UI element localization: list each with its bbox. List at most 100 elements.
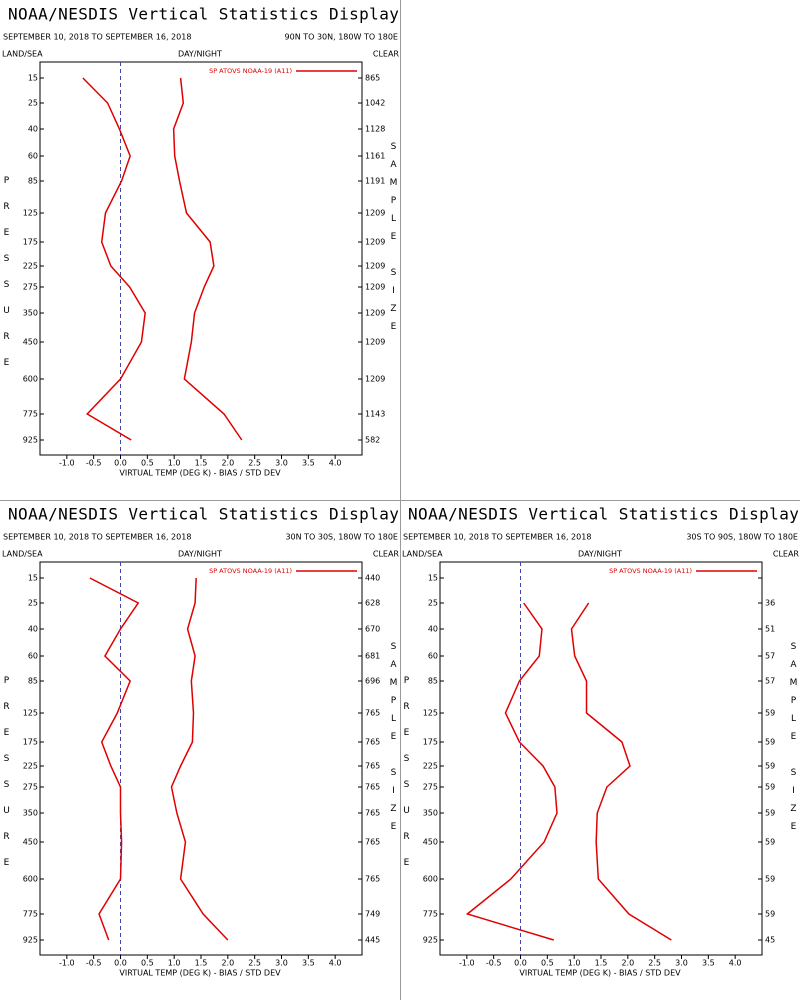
- x-tick-label: -1.0: [459, 959, 475, 968]
- clear: CLEAR: [773, 550, 800, 559]
- x-tick-label: 1.0: [168, 959, 181, 968]
- pressure-label: 125: [423, 709, 438, 718]
- pressure-label: 450: [23, 838, 38, 847]
- pressure-label: 225: [423, 762, 438, 771]
- sample-size: 1209: [365, 238, 385, 247]
- pressure-label: 175: [23, 238, 38, 247]
- x-tick-label: 0.0: [514, 959, 527, 968]
- panel-title: NOAA/NESDIS Vertical Statistics Display: [408, 505, 799, 524]
- x-tick-label: 3.5: [302, 959, 315, 968]
- land-sea: LAND/SEA: [2, 550, 43, 559]
- sample-size: 445: [365, 936, 380, 945]
- pressure-label: 925: [23, 436, 38, 445]
- sample-size: 440: [365, 574, 380, 583]
- pressure-label: 40: [428, 625, 438, 634]
- pressure-label: 25: [428, 599, 438, 608]
- sample-size: 1209: [365, 375, 385, 384]
- pressure-label: 350: [23, 309, 38, 318]
- date-range: SEPTEMBER 10, 2018 TO SEPTEMBER 16, 2018: [3, 33, 191, 42]
- x-axis-label: VIRTUAL TEMP (DEG K) - BIAS / STD DEV: [519, 969, 681, 978]
- pressure-label: 25: [28, 599, 38, 608]
- pressure-label: 225: [23, 262, 38, 271]
- sample-size: 1143: [365, 410, 385, 419]
- x-tick-label: 1.0: [568, 959, 581, 968]
- pressure-label: 600: [423, 875, 438, 884]
- clear: CLEAR: [373, 50, 400, 59]
- pressure-label: 85: [28, 677, 38, 686]
- sample-size: 1042: [365, 99, 385, 108]
- x-axis-label: VIRTUAL TEMP (DEG K) - BIAS / STD DEV: [119, 469, 281, 478]
- sample-size: 57: [765, 677, 775, 686]
- sample-size: 765: [365, 762, 380, 771]
- day-night: DAY/NIGHT: [178, 50, 222, 59]
- pressure-label: 15: [28, 574, 38, 583]
- pressure-label: 350: [23, 809, 38, 818]
- pressure-label: 85: [28, 177, 38, 186]
- pressure-label: 275: [423, 783, 438, 792]
- pressure-label: 350: [423, 809, 438, 818]
- pressure-label: 225: [23, 762, 38, 771]
- sample-size: 865: [365, 74, 380, 83]
- x-tick-label: 3.5: [302, 459, 315, 468]
- pressure-label: 125: [23, 709, 38, 718]
- x-tick-label: -1.0: [59, 459, 75, 468]
- region: 30S TO 90S, 180W TO 180E: [686, 533, 798, 542]
- sample-size: 36: [765, 599, 775, 608]
- pressure-label: 450: [23, 338, 38, 347]
- pressure-label: 60: [428, 652, 438, 661]
- x-tick-label: 2.5: [248, 459, 261, 468]
- x-tick-label: 2.0: [221, 459, 234, 468]
- clear: CLEAR: [373, 550, 400, 559]
- pressure-label: 600: [23, 375, 38, 384]
- x-tick-label: 3.0: [275, 959, 288, 968]
- pressure-label: 600: [23, 875, 38, 884]
- pressure-label: 175: [423, 738, 438, 747]
- sample-size: 582: [365, 436, 380, 445]
- pressure-label: 25: [28, 99, 38, 108]
- x-tick-label: 4.0: [329, 459, 342, 468]
- pressure-label: 775: [423, 910, 438, 919]
- panel-title: NOAA/NESDIS Vertical Statistics Display: [8, 5, 399, 24]
- sample-size: 59: [765, 709, 775, 718]
- pressure-label: 85: [428, 677, 438, 686]
- sample-size: 1209: [365, 262, 385, 271]
- pressure-label: 775: [23, 410, 38, 419]
- std-dev-line: [170, 577, 229, 941]
- x-tick-label: 4.0: [729, 959, 742, 968]
- sample-size: 765: [365, 809, 380, 818]
- x-tick-label: -0.5: [86, 959, 102, 968]
- legend-label: SP ATOVS NOAA-19 (A11): [609, 567, 692, 575]
- std-dev-line: [570, 602, 672, 941]
- sample-size: 765: [365, 709, 380, 718]
- sample-size: 765: [365, 783, 380, 792]
- pressure-label: 40: [28, 625, 38, 634]
- pressure-label: 925: [23, 936, 38, 945]
- x-tick-label: 1.0: [168, 459, 181, 468]
- x-tick-label: 2.5: [648, 959, 661, 968]
- x-tick-label: 1.5: [195, 459, 208, 468]
- day-night: DAY/NIGHT: [178, 550, 222, 559]
- panel-title: NOAA/NESDIS Vertical Statistics Display: [8, 505, 399, 524]
- date-range: SEPTEMBER 10, 2018 TO SEPTEMBER 16, 2018: [403, 533, 591, 542]
- std-dev-line: [172, 77, 243, 441]
- pressure-label: 450: [423, 838, 438, 847]
- sample-size: 45: [765, 936, 775, 945]
- pressure-label: 15: [28, 74, 38, 83]
- y2-axis-label: SAMPLE SIZE: [389, 642, 399, 840]
- sample-size: 59: [765, 783, 775, 792]
- legend-label: SP ATOVS NOAA-19 (A11): [209, 67, 292, 75]
- x-tick-label: 0.5: [541, 959, 554, 968]
- sample-size: 1209: [365, 209, 385, 218]
- sample-size: 1191: [365, 177, 385, 186]
- bias-line: [465, 602, 558, 941]
- pressure-label: 125: [23, 209, 38, 218]
- sample-size: 681: [365, 652, 380, 661]
- x-tick-label: -0.5: [486, 959, 502, 968]
- pressure-label: 275: [23, 283, 38, 292]
- sample-size: 765: [365, 838, 380, 847]
- x-tick-label: 0.5: [141, 459, 154, 468]
- x-tick-label: -1.0: [59, 959, 75, 968]
- bias-line: [82, 77, 146, 441]
- region: 30N TO 30S, 180W TO 180E: [285, 533, 398, 542]
- y-axis-label: PRESSURE: [2, 176, 12, 384]
